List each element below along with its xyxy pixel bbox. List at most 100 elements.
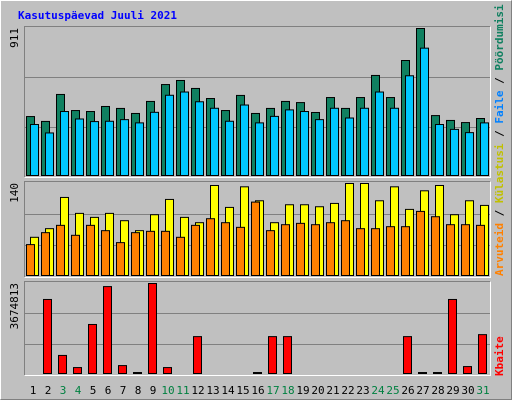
x-tick-label: 13 [206,384,219,397]
x-tick-label: 26 [401,384,414,397]
bar [120,119,129,176]
bar [403,336,412,375]
bar [150,111,159,176]
x-tick-label: 16 [251,384,264,397]
bar [133,372,142,375]
x-tick-label: 21 [326,384,339,397]
bar [236,226,245,276]
x-tick-label: 5 [90,384,97,397]
bar [405,75,414,176]
bar [268,336,277,375]
bar [60,111,69,176]
bar [105,120,114,176]
x-tick-label: 11 [176,384,189,397]
x-tick-label: 25 [386,384,399,397]
bar [465,132,474,176]
bar [195,101,204,176]
bar [180,91,189,176]
bar [341,220,350,276]
x-tick-label: 31 [476,384,489,397]
bar [206,218,215,276]
x-tick-label: 1 [30,384,37,397]
legend-entry: Kbaite [493,336,506,376]
bar [356,228,365,277]
bar [285,109,294,176]
panel [24,281,491,376]
panel-border [24,26,491,178]
bar [283,336,292,375]
bar [418,372,427,375]
legend-entry: Arvuteid [493,223,506,276]
bar [225,120,234,176]
panel-border [24,281,491,376]
bar [296,222,305,277]
legend: Arvuteid / Külastusi / Faile / Pöördumis… [493,4,506,276]
bar [255,122,264,176]
x-tick-label: 12 [191,384,204,397]
bar [221,222,230,276]
bar [300,111,309,176]
bar [345,117,354,176]
chart-title: Kasutuspäevad Juuli 2021 [18,9,177,22]
x-tick-label: 9 [150,384,157,397]
x-tick-label: 10 [161,384,174,397]
bar [281,224,290,276]
bar [135,122,144,176]
bar [386,226,395,277]
bar [75,118,84,176]
bar [90,121,99,176]
bar [58,354,67,375]
bar [146,230,155,276]
x-tick-label: 2 [45,384,52,397]
y-tick-label: 3674813 [8,283,21,329]
x-tick-label: 28 [431,384,444,397]
bar [390,107,399,176]
bar [131,232,140,277]
x-tick-label: 15 [236,384,249,397]
bar [193,336,202,375]
bar [270,115,279,176]
panel-border [24,181,491,278]
bar [433,372,442,375]
bar [476,224,485,277]
legend-entry: Faile [493,90,506,123]
bar [101,230,110,277]
legend-entry: Külastusi [493,143,506,203]
bar [450,128,459,176]
bar [116,242,125,276]
bar [41,232,50,277]
bar [478,334,487,375]
bar [103,286,112,374]
x-tick-label: 20 [311,384,324,397]
x-tick-label: 3 [60,384,67,397]
bar [148,283,157,374]
x-tick-label: 6 [105,384,112,397]
bar [30,124,39,177]
bar [88,323,97,374]
x-tick-label: 4 [75,384,82,397]
panel-border [24,281,491,376]
bar [161,230,170,276]
legend-separator: / [493,130,506,137]
bar [191,224,200,277]
bar [43,298,52,375]
bar [420,47,429,177]
bar [73,367,82,375]
x-tick-label: 7 [120,384,127,397]
bar [446,224,455,276]
bar [315,119,324,176]
bar [416,210,425,276]
bar [71,234,80,276]
bar [311,224,320,276]
x-tick-label: 18 [281,384,294,397]
bar [375,91,384,176]
bar [251,201,260,277]
x-tick-label: 29 [446,384,459,397]
bar [163,367,172,375]
bar [448,298,457,375]
bar [56,224,65,277]
bar [176,236,185,276]
y-tick-label: 911 [8,28,21,48]
